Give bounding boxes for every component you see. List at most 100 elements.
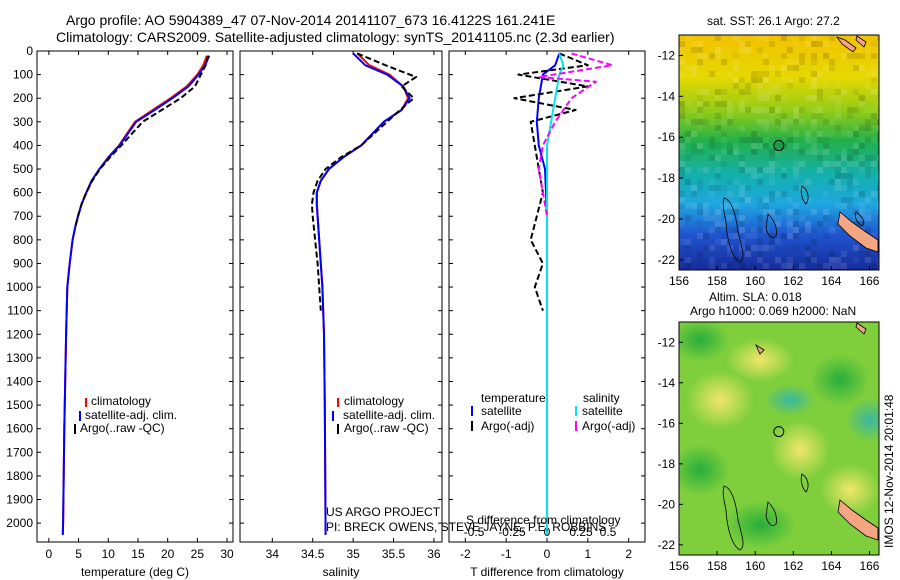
sst-pixel: [727, 101, 733, 107]
sst-pixel: [697, 221, 703, 227]
x-axis-label: temperature (deg C): [81, 565, 189, 579]
top-tick-label: -0.5: [464, 525, 485, 539]
map-y-tick-label: -18: [658, 457, 676, 471]
sst-pixel: [697, 209, 703, 215]
sst-pixel: [697, 107, 703, 113]
sst-pixel: [817, 263, 823, 269]
legend-argo: Argo(..raw -QC): [80, 421, 165, 435]
x-tick-label: 5: [75, 547, 82, 561]
map-y-tick-label: -12: [658, 48, 676, 62]
sst-pixel: [697, 95, 703, 101]
sst-pixel: [811, 125, 817, 131]
sst-pixel: [685, 137, 691, 143]
sst-pixel: [715, 209, 721, 215]
sst-pixel: [739, 185, 745, 191]
sst-pixel: [733, 143, 739, 149]
sst-pixel: [757, 77, 763, 83]
y-tick-label: 1300: [6, 351, 33, 365]
credit-pi: PI: BRECK OWENS, STEVE JAYNE, P.E. ROBBI…: [326, 520, 606, 534]
sst-pixel: [763, 95, 769, 101]
sst-pixel: [733, 53, 739, 59]
sst-pixel: [691, 131, 697, 137]
sst-pixel: [799, 161, 805, 167]
sst-pixel: [841, 167, 847, 173]
sst-pixel: [721, 203, 727, 209]
sst-pixel: [817, 41, 823, 47]
sst-pixel: [757, 137, 763, 143]
sst-pixel: [823, 137, 829, 143]
sst-pixel: [805, 149, 811, 155]
sst-pixel: [865, 83, 871, 89]
sst-pixel: [757, 89, 763, 95]
sst-pixel: [877, 119, 879, 125]
sst-pixel: [715, 239, 721, 245]
sst-pixel: [745, 233, 751, 239]
sst-pixel: [853, 191, 859, 197]
sst-pixel: [847, 113, 853, 119]
sst-pixel: [823, 191, 829, 197]
sst-pixel: [781, 125, 787, 131]
sst-pixel: [685, 155, 691, 161]
sst-pixel: [691, 65, 697, 71]
sst-pixel: [751, 173, 757, 179]
sst-pixel: [679, 149, 685, 155]
sst-pixel: [781, 233, 787, 239]
y-tick-label: 600: [13, 186, 33, 200]
legend-satellite: satellite-adj. clim.: [343, 408, 435, 422]
sst-pixel: [697, 125, 703, 131]
sst-pixel: [685, 35, 691, 41]
sst-pixel: [763, 77, 769, 83]
y-tick-label: 1000: [6, 280, 33, 294]
map-y-tick-label: -14: [658, 89, 676, 103]
sst-pixel: [751, 137, 757, 143]
sst-pixel: [865, 197, 871, 203]
sst-pixel: [721, 131, 727, 137]
sst-pixel: [745, 41, 751, 47]
sst-pixel: [679, 59, 685, 65]
sst-pixel: [877, 263, 879, 269]
sst-pixel: [817, 95, 823, 101]
sla-blob: [846, 398, 879, 442]
sst-pixel: [709, 143, 715, 149]
map-y-tick-label: -18: [658, 171, 676, 185]
sst-pixel: [679, 143, 685, 149]
sst-pixel: [841, 53, 847, 59]
sst-pixel: [757, 83, 763, 89]
sst-pixel: [691, 119, 697, 125]
sst-pixel: [823, 53, 829, 59]
sst-pixel: [679, 41, 685, 47]
sst-pixel: [679, 137, 685, 143]
sst-pixel: [685, 179, 691, 185]
sst-pixel: [769, 107, 775, 113]
sst-pixel: [853, 53, 859, 59]
sst-pixel: [817, 167, 823, 173]
sst-pixel: [811, 107, 817, 113]
map-x-tick-label: 160: [745, 559, 765, 573]
sst-pixel: [823, 41, 829, 47]
sst-pixel: [835, 161, 841, 167]
sst-pixel: [829, 65, 835, 71]
sst-pixel: [697, 143, 703, 149]
y-tick-label: 800: [13, 233, 33, 247]
sst-pixel: [859, 95, 865, 101]
sst-pixel: [811, 257, 817, 263]
sst-pixel: [763, 59, 769, 65]
sst-pixel: [727, 113, 733, 119]
sst-pixel: [739, 125, 745, 131]
sst-pixel: [841, 149, 847, 155]
sst-pixel: [805, 95, 811, 101]
sst-pixel: [769, 209, 775, 215]
sst-pixel: [685, 203, 691, 209]
sst-pixel: [847, 185, 853, 191]
series-group: [310, 52, 418, 535]
sst-pixel: [781, 119, 787, 125]
sst-pixel: [865, 251, 871, 257]
sst-pixel: [829, 257, 835, 263]
sst-pixel: [679, 221, 685, 227]
sst-pixel: [823, 233, 829, 239]
sst-pixel: [733, 233, 739, 239]
y-tick-label: 1100: [7, 304, 33, 318]
sst-pixel: [835, 107, 841, 113]
sst-pixel: [709, 71, 715, 77]
sst-pixel: [799, 53, 805, 59]
